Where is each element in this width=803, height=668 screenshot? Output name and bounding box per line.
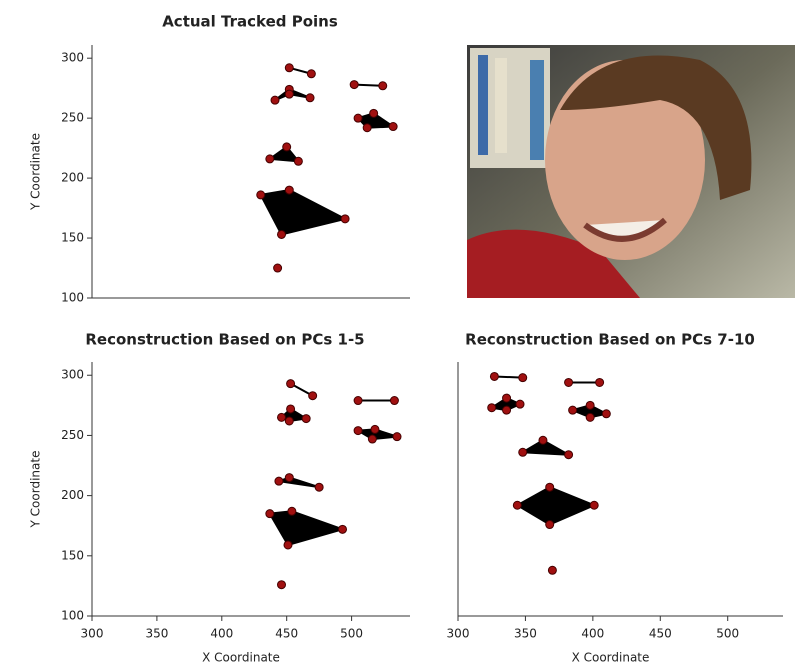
point: [602, 410, 610, 418]
figure: 100 150 200 250 300 Actual Tracked Poins Y Coo…: [0, 0, 803, 668]
point: [354, 427, 362, 435]
point: [516, 400, 524, 408]
point: [285, 474, 293, 482]
point: [274, 264, 282, 272]
point: [257, 191, 265, 199]
point: [519, 448, 527, 456]
x-tick-label: 450: [649, 627, 672, 641]
x-axis-label: X Coordinate: [572, 651, 650, 665]
point: [288, 507, 296, 515]
point: [302, 415, 310, 423]
x-axis-label: X Coordinate: [202, 651, 280, 665]
x-tick-label: 350: [145, 627, 168, 641]
point: [569, 406, 577, 414]
point: [389, 123, 397, 131]
feature-polygon: [270, 511, 343, 545]
point: [548, 566, 556, 574]
point: [266, 155, 274, 163]
point: [371, 425, 379, 433]
y-tick-label: 150: [61, 231, 84, 245]
point: [513, 501, 521, 509]
point: [266, 510, 274, 518]
point: [278, 581, 286, 589]
point: [287, 405, 295, 413]
point: [271, 96, 279, 104]
point: [565, 451, 573, 459]
x-tick-label: 500: [716, 627, 739, 641]
point: [285, 186, 293, 194]
x-tick-label: 400: [581, 627, 604, 641]
y-tick-label: 150: [61, 548, 84, 562]
point: [285, 64, 293, 72]
x-tick-label: 300: [447, 627, 470, 641]
point: [503, 406, 511, 414]
point: [503, 394, 511, 402]
point: [565, 378, 573, 386]
point: [283, 143, 291, 151]
point: [306, 94, 314, 102]
y-tick-label: 200: [61, 171, 84, 185]
y-tick-label: 300: [61, 368, 84, 382]
point: [350, 81, 358, 89]
y-tick-label: 300: [61, 51, 84, 65]
chart-title: Actual Tracked Poins: [162, 13, 338, 31]
point: [519, 374, 527, 382]
point: [285, 90, 293, 98]
x-tick-label: 500: [340, 627, 363, 641]
feature-polygon: [261, 190, 345, 234]
y-tick-label: 200: [61, 488, 84, 502]
point: [393, 433, 401, 441]
y-tick-label: 100: [61, 609, 84, 623]
x-tick-label: 400: [210, 627, 233, 641]
point: [379, 82, 387, 90]
y-tick-label: 250: [61, 111, 84, 125]
x-tick-label: 450: [275, 627, 298, 641]
point: [315, 483, 323, 491]
point: [590, 501, 598, 509]
point: [390, 397, 398, 405]
point: [278, 413, 286, 421]
point: [354, 114, 362, 122]
point: [285, 417, 293, 425]
y-tick-label: 250: [61, 428, 84, 442]
point: [307, 70, 315, 78]
point: [596, 378, 604, 386]
photo: [467, 45, 795, 298]
point: [490, 372, 498, 380]
point: [275, 477, 283, 485]
point: [488, 404, 496, 412]
point: [586, 401, 594, 409]
point: [370, 109, 378, 117]
x-tick-label: 350: [514, 627, 537, 641]
chart-title: Reconstruction Based on PCs 7-10: [465, 331, 755, 349]
feature-polygon: [517, 487, 594, 524]
point: [354, 397, 362, 405]
y-tick-label: 100: [61, 291, 84, 305]
point: [539, 436, 547, 444]
point: [546, 521, 554, 529]
point: [294, 157, 302, 165]
point: [586, 413, 594, 421]
point: [284, 541, 292, 549]
feature-polygon: [279, 478, 319, 488]
point: [278, 230, 286, 238]
point: [363, 124, 371, 132]
y-axis-label: Y Coordinate: [29, 133, 43, 211]
point: [287, 380, 295, 388]
point: [368, 435, 376, 443]
point: [339, 525, 347, 533]
y-axis-label: Y Coordinate: [29, 451, 43, 529]
point: [546, 483, 554, 491]
chart-title: Reconstruction Based on PCs 1-5: [85, 331, 364, 349]
point: [341, 215, 349, 223]
point: [309, 392, 317, 400]
x-tick-label: 300: [81, 627, 104, 641]
